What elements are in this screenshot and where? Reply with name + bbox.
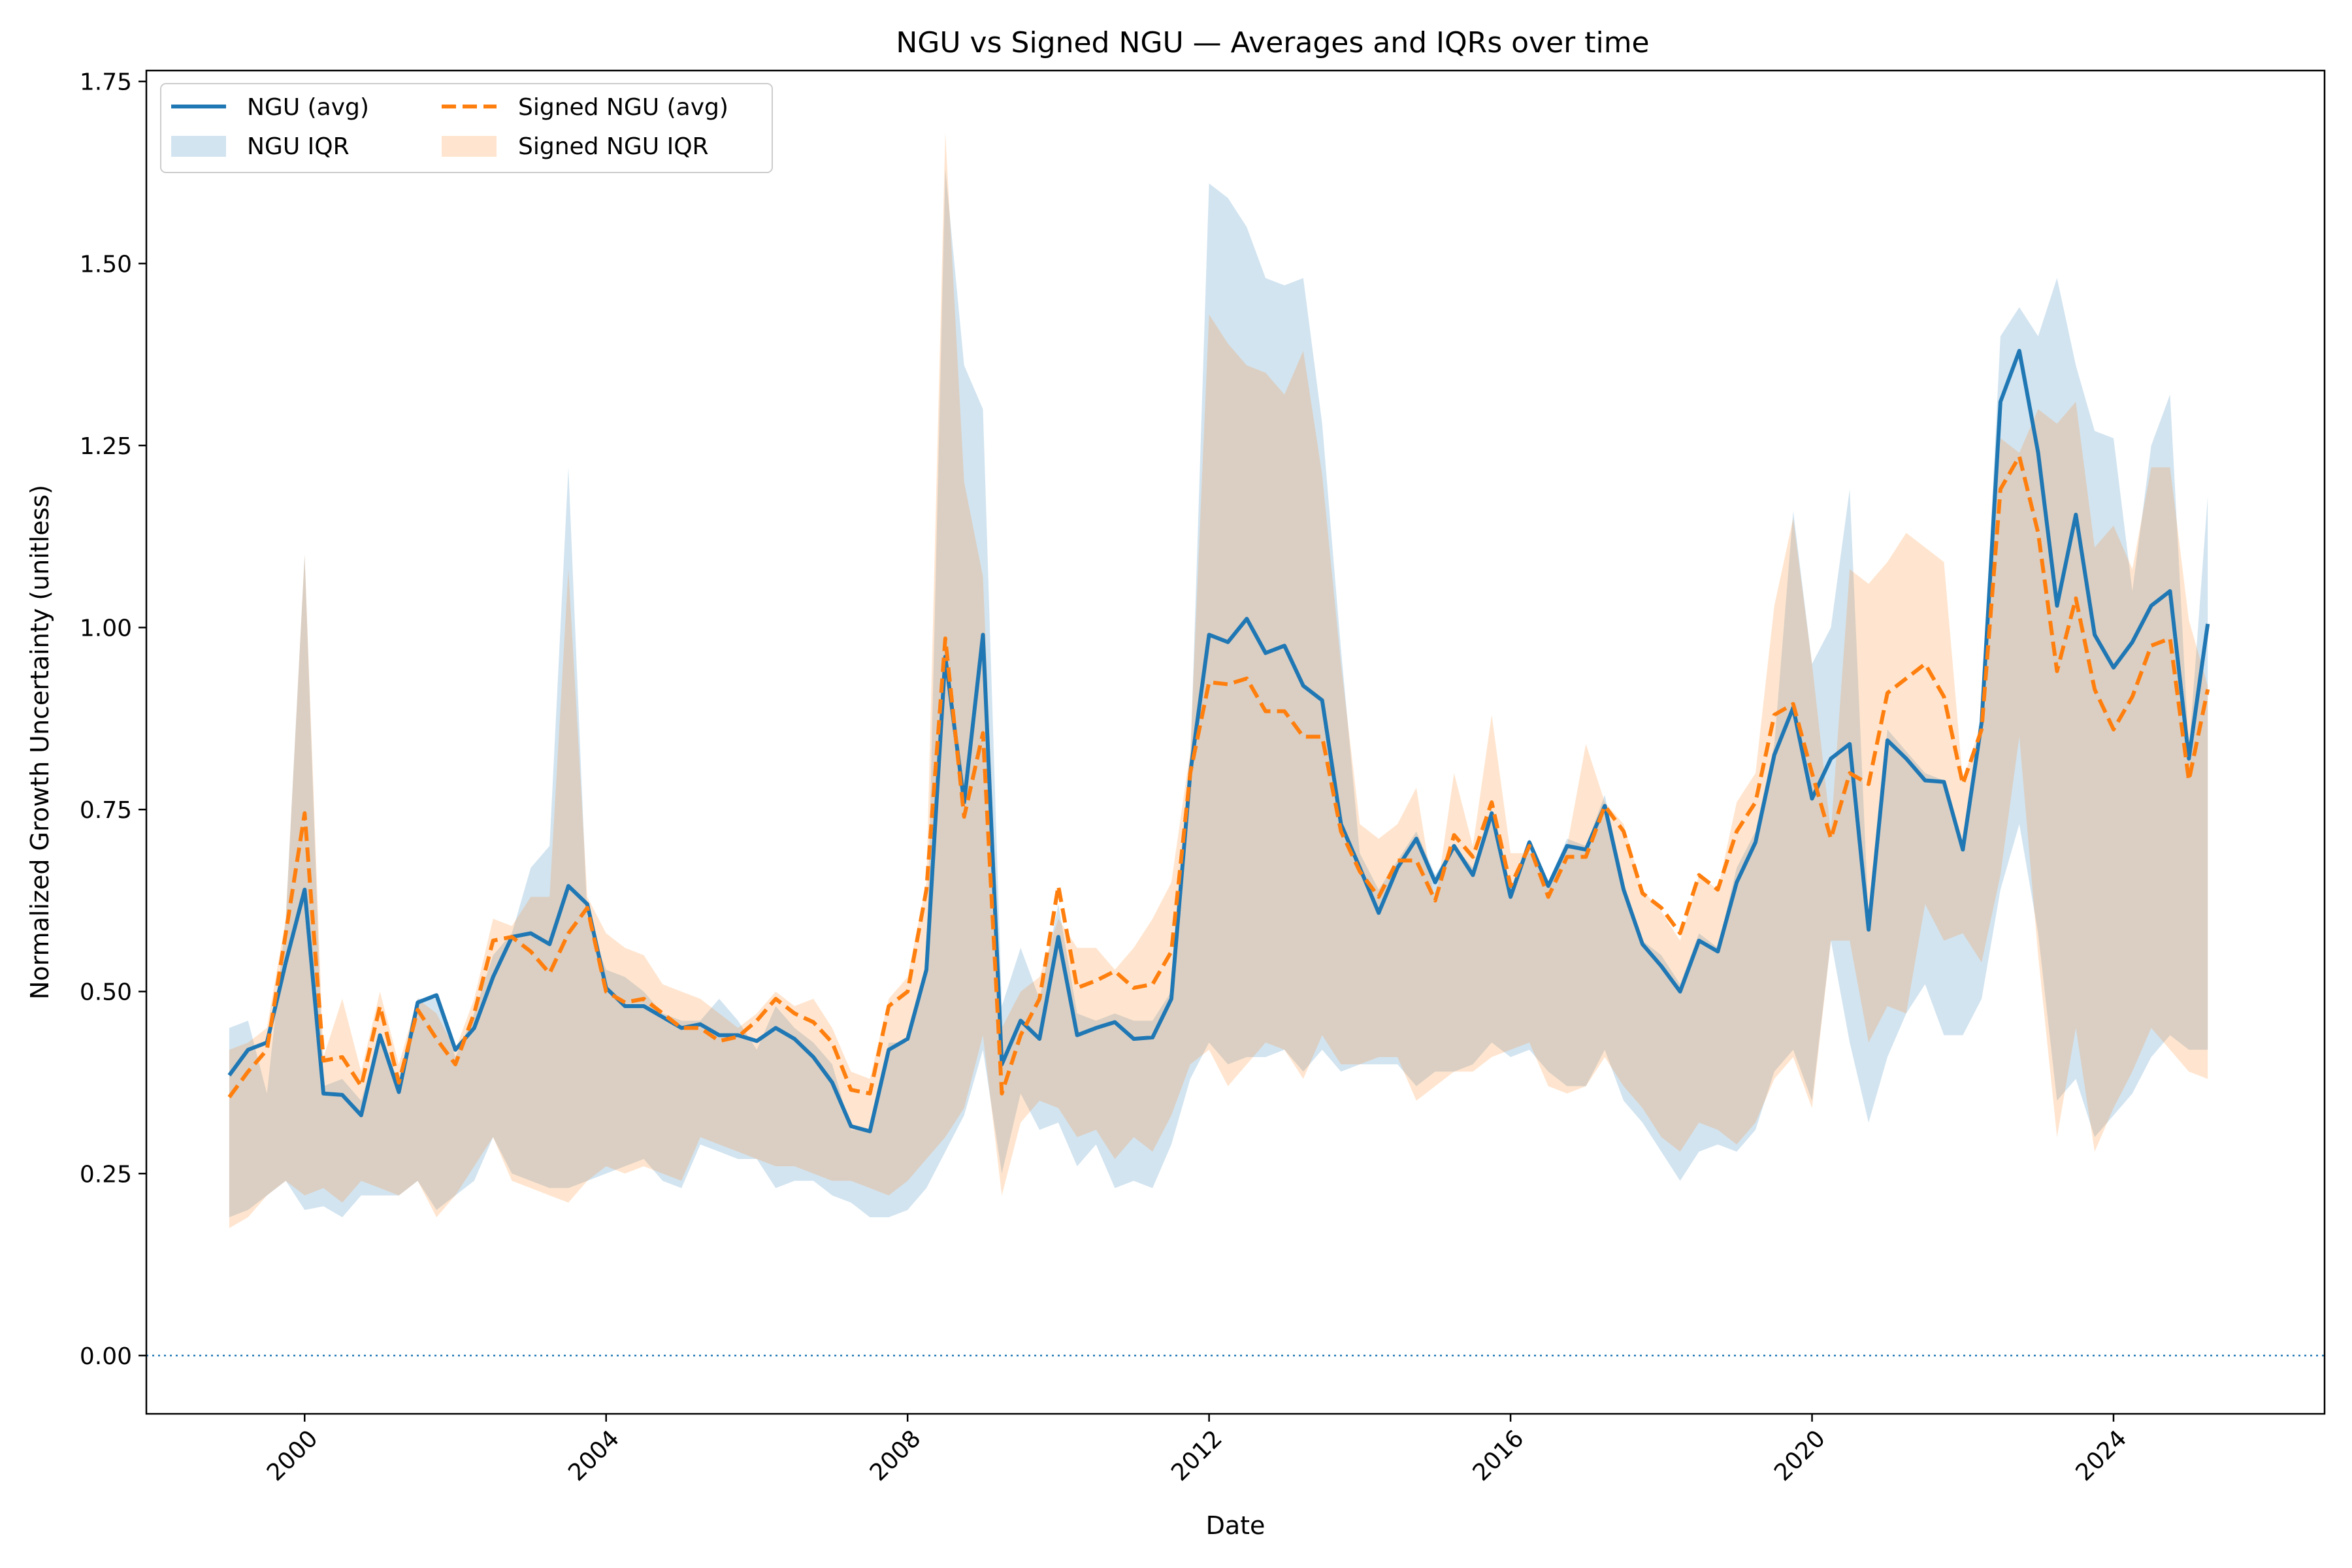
legend-label-ngu-avg: NGU (avg) — [247, 94, 369, 121]
legend-label-signed-iqr: Signed NGU IQR — [518, 133, 709, 160]
average-lines — [227, 349, 2210, 1134]
y-tick-label: 1.00 — [80, 615, 132, 642]
y-tick-label: 0.75 — [80, 797, 132, 824]
x-axis-label: Date — [1206, 1511, 1266, 1540]
chart-title: NGU vs Signed NGU — Averages and IQRs ov… — [896, 26, 1649, 59]
signed-avg-line — [227, 454, 2210, 1099]
y-tick-label: 0.50 — [80, 979, 132, 1006]
legend-label-signed-avg: Signed NGU (avg) — [518, 94, 728, 121]
y-tick-label: 0.25 — [80, 1161, 132, 1188]
y-axis-label: Normalized Growth Uncertainty (unitless) — [25, 485, 54, 1000]
legend-swatch-ngu-iqr — [171, 136, 226, 157]
y-tick-label: 1.75 — [80, 69, 132, 96]
ngu-avg-line — [227, 349, 2210, 1134]
legend-box — [160, 83, 773, 173]
axes-frame — [145, 69, 2326, 1415]
legend-label-ngu-iqr: NGU IQR — [247, 133, 350, 160]
ngu-iqr-band — [229, 169, 2208, 1218]
iqr-bands — [229, 132, 2208, 1228]
y-tick-label: 0.00 — [80, 1343, 132, 1370]
y-tick-label: 1.25 — [80, 433, 132, 460]
y-axis-ticks: 0.00 0.25 0.50 0.75 1.00 1.25 1.50 1.75 — [80, 69, 146, 1370]
legend-swatch-signed-iqr — [442, 136, 497, 157]
signed-iqr-band — [229, 132, 2208, 1228]
y-tick-label: 1.50 — [80, 251, 132, 278]
legend: NGU (avg) NGU IQR Signed NGU (avg) Signe… — [160, 83, 773, 173]
